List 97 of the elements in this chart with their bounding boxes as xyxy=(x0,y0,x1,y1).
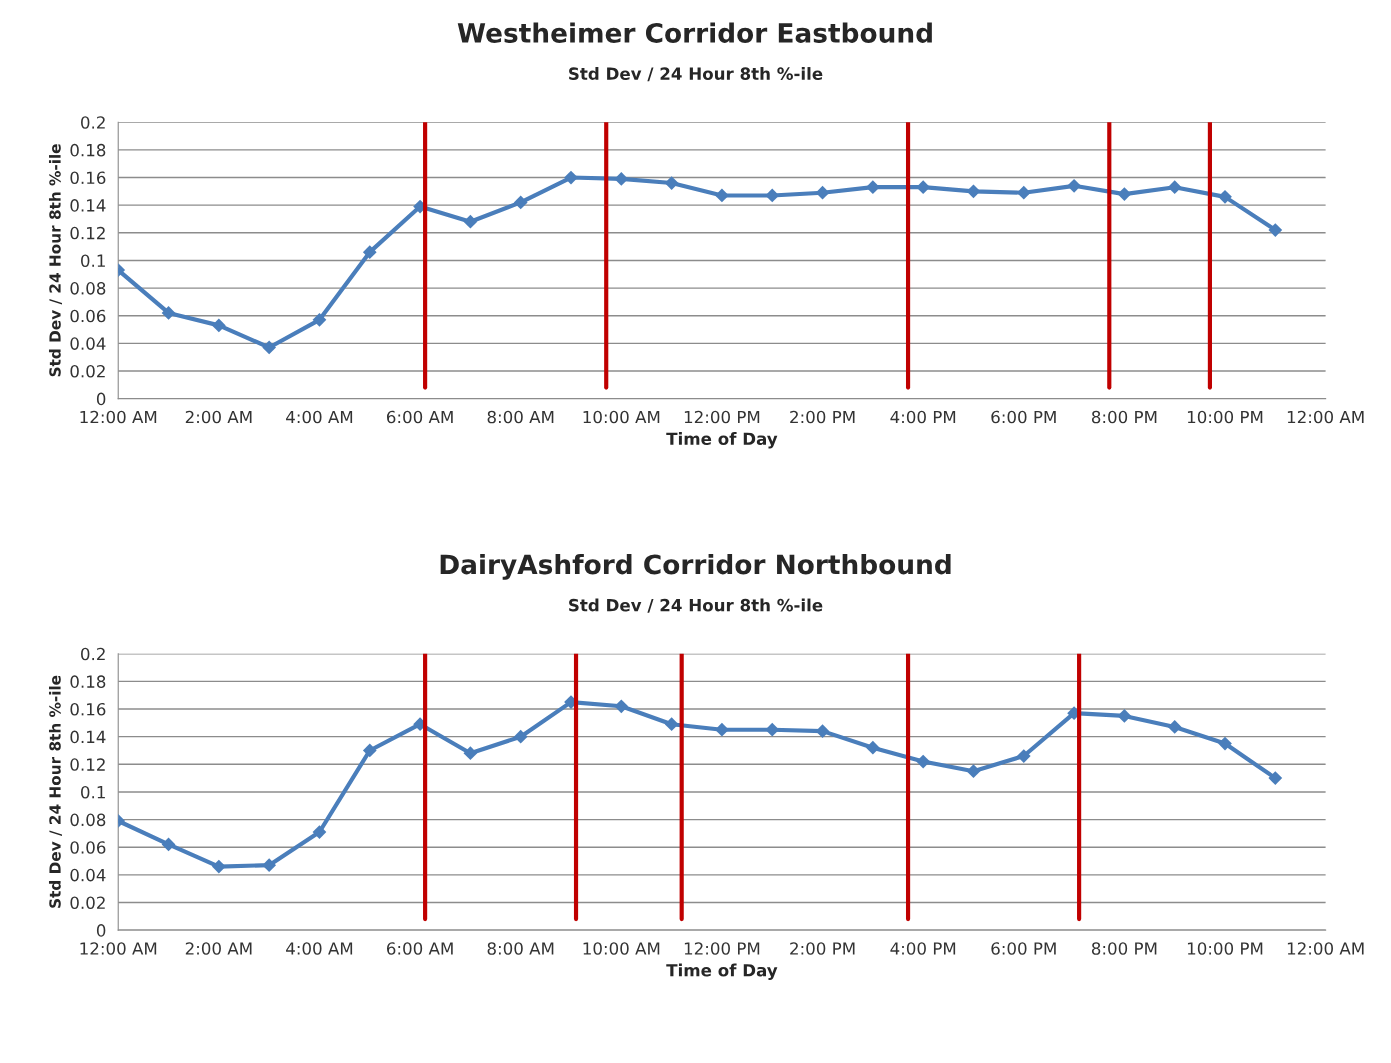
point xyxy=(715,722,729,737)
y-tick-label: 0.16 xyxy=(70,171,106,185)
y-tick-label: 0 xyxy=(96,392,106,406)
x-tick-label: 8:00 PM xyxy=(1091,410,1157,424)
point xyxy=(664,717,679,732)
point xyxy=(916,754,931,769)
y-tick-label: 0.1 xyxy=(81,254,105,267)
point xyxy=(312,312,327,327)
y-tick-label: 0.18 xyxy=(70,675,106,688)
y-tick-label: 0.08 xyxy=(70,813,106,827)
point xyxy=(614,699,629,714)
point xyxy=(362,743,377,758)
y-tick-label: 0.16 xyxy=(70,702,106,716)
point xyxy=(715,188,729,203)
x-tick-label: 10:00 PM xyxy=(1187,410,1263,424)
point xyxy=(966,184,981,199)
point xyxy=(1016,749,1031,763)
x-tick-label: 2:00 AM xyxy=(185,410,252,424)
y-tick-label: 0 xyxy=(96,924,106,937)
x-tick-label: 12:00 PM xyxy=(684,942,760,955)
y-tick-label: 0.06 xyxy=(70,309,106,323)
x-tick-label: 8:00 PM xyxy=(1091,942,1157,955)
x-tick-label: 10:00 PM xyxy=(1187,942,1263,955)
x-tick-label: 10:00 AM xyxy=(583,410,660,424)
y-tick-label: 0.18 xyxy=(70,143,106,157)
point xyxy=(966,764,981,779)
x-tick-label: 6:00 PM xyxy=(991,942,1056,955)
point xyxy=(262,340,277,355)
x-tick-label: 12:00 AM xyxy=(80,942,157,955)
point xyxy=(1218,736,1232,751)
x-tick-label: 2:00 PM xyxy=(790,942,855,955)
x-tick-label: 8:00 AM xyxy=(487,410,554,424)
y-tick-label: 0.08 xyxy=(70,282,106,295)
y-tick-label: 0.2 xyxy=(81,116,105,129)
point xyxy=(1167,720,1182,734)
chart-subtitle: Std Dev / 24 Hour 8th %-ile xyxy=(569,67,823,82)
point xyxy=(211,859,226,874)
y-tick-label: 0.12 xyxy=(70,758,105,771)
y-tick-label: 0.06 xyxy=(70,841,106,854)
x-tick-label: 12:00 AM xyxy=(1287,410,1364,424)
point xyxy=(362,245,377,260)
y-tick-label: 0.04 xyxy=(70,868,106,882)
point xyxy=(865,180,880,195)
y-tick-label: 0.02 xyxy=(70,896,105,910)
y-tick-label: 0.2 xyxy=(81,647,105,661)
point xyxy=(513,195,528,210)
y-tick-label: 0.14 xyxy=(70,730,106,744)
x-tick-label: 6:00 AM xyxy=(386,942,453,955)
point xyxy=(865,740,880,755)
x-tick-label: 12:00 AM xyxy=(80,410,157,424)
x-tick-label: 6:00 AM xyxy=(386,410,453,424)
point xyxy=(564,170,578,185)
x-tick-label: 12:00 AM xyxy=(1287,942,1364,955)
x-axis-title: Time of Day xyxy=(666,963,778,980)
y-axis-title: Std Dev / 24 Hour 8th %-ile xyxy=(48,144,63,377)
point xyxy=(262,858,277,873)
y-axis-title: Std Dev / 24 Hour 8th %-ile xyxy=(48,675,63,908)
chart-subtitle: Std Dev / 24 Hour 8th %-ile xyxy=(569,598,823,613)
point xyxy=(463,746,478,761)
point xyxy=(614,172,629,186)
x-tick-label: 12:00 PM xyxy=(684,410,760,424)
point xyxy=(1117,709,1132,723)
x-tick-label: 4:00 PM xyxy=(890,942,956,955)
x-tick-label: 8:00 AM xyxy=(487,942,554,955)
x-axis-title: Time of Day xyxy=(666,432,778,449)
point xyxy=(1167,180,1182,195)
x-tick-label: 6:00 PM xyxy=(991,410,1056,424)
point xyxy=(1016,185,1031,200)
x-tick-label: 2:00 PM xyxy=(790,410,855,424)
point xyxy=(513,729,528,744)
x-tick-label: 2:00 AM xyxy=(185,942,252,955)
chart-title: DairyAshford Corridor Northbound xyxy=(440,553,951,580)
point xyxy=(1218,189,1232,204)
x-tick-label: 10:00 AM xyxy=(583,942,660,955)
y-tick-label: 0.04 xyxy=(70,337,106,350)
chart-title: Westheimer Corridor Eastbound xyxy=(457,22,932,43)
point xyxy=(161,306,176,320)
point xyxy=(1117,187,1132,201)
x-tick-label: 4:00 AM xyxy=(286,942,353,955)
point xyxy=(664,176,679,190)
point xyxy=(1268,223,1283,237)
point xyxy=(1268,771,1283,785)
point xyxy=(463,214,478,229)
point xyxy=(815,724,830,739)
point xyxy=(312,825,327,839)
point xyxy=(815,185,830,200)
point xyxy=(765,188,780,203)
y-tick-label: 0.02 xyxy=(70,364,105,378)
point xyxy=(916,180,931,195)
point xyxy=(1067,178,1081,193)
point xyxy=(211,318,226,333)
y-tick-label: 0.1 xyxy=(81,785,105,799)
x-tick-label: 4:00 PM xyxy=(890,410,956,424)
y-tick-label: 0.14 xyxy=(70,199,106,212)
y-tick-label: 0.12 xyxy=(70,226,105,240)
x-tick-label: 4:00 AM xyxy=(286,410,353,424)
point xyxy=(765,722,780,737)
